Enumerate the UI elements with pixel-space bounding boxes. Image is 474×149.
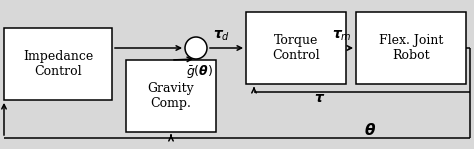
Bar <box>356 12 466 84</box>
Bar <box>246 12 346 84</box>
Text: $\boldsymbol{\tau}_m$: $\boldsymbol{\tau}_m$ <box>332 29 352 43</box>
Bar <box>126 60 216 132</box>
Text: Impedance
Control: Impedance Control <box>23 50 93 78</box>
Bar <box>4 28 112 100</box>
Text: Gravity
Comp.: Gravity Comp. <box>147 82 194 110</box>
Text: $\boldsymbol{\tau}$: $\boldsymbol{\tau}$ <box>314 91 326 105</box>
Text: $\boldsymbol{\tau}_d$: $\boldsymbol{\tau}_d$ <box>213 29 231 43</box>
Text: Torque
Control: Torque Control <box>272 34 320 62</box>
Circle shape <box>185 37 207 59</box>
Text: $\bar{g}(\boldsymbol{\theta})$: $\bar{g}(\boldsymbol{\theta})$ <box>186 63 214 80</box>
Text: Flex. Joint
Robot: Flex. Joint Robot <box>379 34 443 62</box>
Text: $\boldsymbol{\theta}$: $\boldsymbol{\theta}$ <box>364 122 376 138</box>
